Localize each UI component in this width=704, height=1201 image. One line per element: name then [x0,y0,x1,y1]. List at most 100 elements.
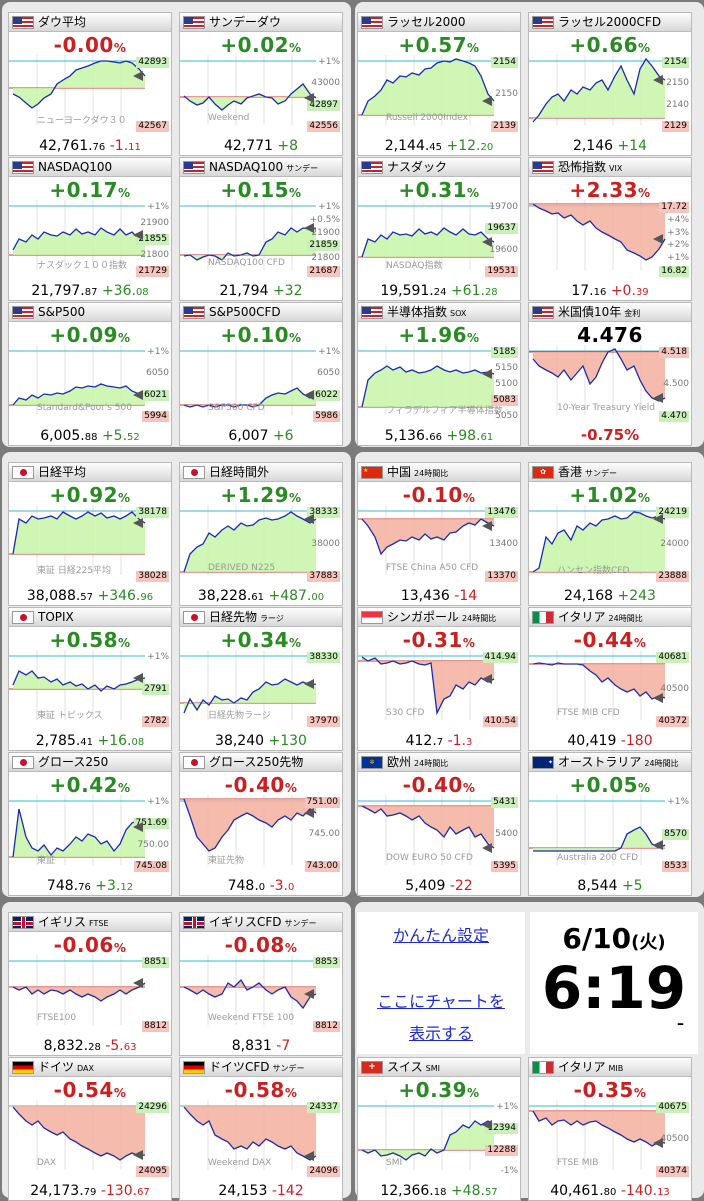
price-value: 6,007 [228,428,269,444]
price-row: 748.0 -3.0 [180,878,342,894]
chart-plot [180,345,317,415]
axis-label: 24337 [307,1102,340,1113]
chart-watermark: 10-Year Treasury Yield [557,403,655,413]
chart-watermark: DOW EURO 50 CFD [386,853,473,863]
axis-label: 40500 [660,1134,689,1144]
eu-flag-icon: ✲ [361,756,383,769]
market-card-germany-dax[interactable]: ドイツ DAX -0.54% DAX 24296 24095 24,173.79 -1… [8,1057,172,1201]
card-header: ✿ 香港 サンデー [529,463,691,482]
market-card-nasdaq[interactable]: ナスダック +0.31% NASDAQ指数 19700 19637 19600 1953… [357,157,521,301]
price-row: 24,168 +243 [529,588,691,604]
price-value: 5,409 [405,878,446,894]
market-card-topix[interactable]: TOPIX +0.58% 東証 トピックス +1% 2791 2782 2,785.4… [8,607,172,751]
chart-plot [358,345,495,415]
card-header: + スイス SMI [358,1058,520,1077]
market-card-china[interactable]: ★ 中国 24時間比 -0.10% FTSE China A50 CFD 13476… [357,462,521,606]
percent-change: -0.08% [224,933,298,957]
axis-label: 2782 [142,716,169,727]
card-header: 日経時間外 [180,463,342,482]
market-card-nikkei[interactable]: 日経平均 +0.92% 東証 日経225平均 38178 38028 38,088.… [8,462,172,606]
chart-plot [180,1100,317,1170]
axis-label: 21859 [307,240,340,251]
chart-plot [180,55,317,125]
price-value: 21,797.87 [31,283,98,299]
market-card-vix[interactable]: 恐怖指数 VIX +2.33% 17.72 +4% +3% +2% +1% 16.82 17… [528,157,692,301]
price-row: 12,366.18 +48.57 [358,1183,520,1199]
market-card-uk-ftse[interactable]: イギリス FTSE -0.06% FTSE100 8851 8812 8,832.28… [8,912,172,1056]
market-card-nikkei-futures[interactable]: 日経先物 ラージ +0.34% 日経先物ラージ 38330 37970 38,240 … [179,607,343,751]
us-flag-icon [532,161,554,174]
market-card-nasdaq100[interactable]: NASDAQ100 +0.17% ナスダック１００指数 +1% 21900 21855… [8,157,172,301]
axis-label: 24096 [307,1166,340,1177]
market-card-uk-cfd[interactable]: イギリスCFD サンデー -0.08% Weekend FTSE 100 8853 8… [179,912,343,1056]
axis-label: 19637 [485,223,518,234]
axis-label: 38178 [136,507,169,518]
market-card-italy-mib[interactable]: イタリア MIB -0.35% FTSE MIB 40675 40500 40374 4… [528,1057,692,1201]
market-card-sp500[interactable]: S&P500 +0.09% Standard&Poor's 500 +1% 6050… [8,302,172,446]
axis-label: 2129 [662,121,689,132]
change-value: +36.08 [101,283,149,299]
chart-watermark: 東証 日経225平均 [37,566,112,576]
us-flag-icon [183,306,205,319]
market-card-germany-cfd[interactable]: ドイツCFD サンデー -0.58% Weekend DAX 24337 24096 … [179,1057,343,1201]
axis-label: +1% [496,1102,518,1112]
price-row: 38,240 +130 [180,733,342,749]
change-value: +243 [617,588,656,604]
market-card-russell2000[interactable]: ラッセル2000 +0.57% Russell 2000Index 2154 215… [357,12,521,156]
market-card-australia[interactable]: ✦ オーストラリア 24時間比 +0.05% Australia 200 CFD +… [528,752,692,896]
axis-label: +3% [667,228,689,238]
price-value: 40,419 [567,733,617,749]
market-card-hongkong[interactable]: ✿ 香港 サンデー +1.02% ハンセン指数CFD 24219 24000 23888… [528,462,692,606]
change-value: +3.12 [95,878,134,894]
price-value: 2,785.41 [35,733,94,749]
market-card-sox[interactable]: 半導体指数 SOX +1.96% フィラデルフィア半導体指数 5185 5150 510… [357,302,521,446]
percent-change: +0.57% [398,33,480,57]
show-chart-link-1[interactable]: ここにチャートを [377,992,505,1011]
axis-label: 5986 [313,411,340,422]
show-chart-link-2[interactable]: 表示する [408,1024,473,1043]
axis-label: 23888 [656,571,689,582]
percent-change: +0.05% [569,773,651,797]
percent-change: +0.15% [220,178,302,202]
market-card-swiss-smi[interactable]: + スイス SMI +0.39% SMI +1% 12394 12288 -1% 12,3… [357,1057,521,1201]
chart-plot [529,345,666,415]
price-value: 24,168 [564,588,614,604]
market-card-singapore[interactable]: シンガポール 24時間比 -0.31% S30 CFD 414.94 410.54 4… [357,607,521,751]
card-header: 日経先物 ラージ [180,608,342,627]
current-price-marker-icon [133,1150,143,1160]
card-title: ナスダック [387,160,448,174]
current-price-marker-icon [304,223,314,233]
axis-label: 414.94 [482,652,518,663]
market-card-nikkei-after[interactable]: 日経時間外 +1.29% DERIVED N225 38333 38000 37883… [179,462,343,606]
price-value: 12,366.18 [380,1183,447,1199]
change-value: -22 [449,878,473,894]
market-card-dow[interactable]: ダウ平均 -0.00% ニューヨークダウ３０ 42893 42567 42,761.… [8,12,172,156]
card-header: イタリア 24時間比 [529,608,691,627]
market-card-sp500-cfd[interactable]: S&P500CFD +0.10% S&P500 CFD +1% 6050 6022 59… [179,302,343,446]
market-card-us10y[interactable]: 米国債10年 金利 4.476 10-Year Treasury Yield 4.5… [528,302,692,446]
market-card-growth250-futures[interactable]: グロース250先物 -0.40% 東証先物 751.00 745.00 743.00 … [179,752,343,896]
easy-settings-link[interactable]: かんたん設定 [392,926,489,945]
axis-label: 13476 [485,507,518,518]
market-card-dow-sunday[interactable]: サンデーダウ +0.02% Weekend +1% 43000 42897 42556 … [179,12,343,156]
market-card-nasdaq100-sunday[interactable]: NASDAQ100 サンデー +0.15% NASDAQ100 CFD +1% +0.… [179,157,343,301]
current-price-marker-icon [653,514,663,524]
axis-label: 12288 [485,1145,518,1156]
axis-label: 8851 [142,957,169,968]
axis-label: 42897 [307,100,340,111]
market-card-europe[interactable]: ✲ 欧州 24時間比 -0.40% DOW EURO 50 CFD 5431 5400… [357,752,521,896]
market-card-russell2000-cfd[interactable]: ラッセル2000CFD +0.66% 2154 2150 2140 2129 2,14… [528,12,692,156]
percent-change: -0.35% [573,1078,647,1102]
percent-change: -0.58% [224,1078,298,1102]
card-title: NASDAQ100 [38,160,113,174]
price-value: 38,228.61 [197,588,265,604]
card-title: 欧州 24時間比 [387,755,449,769]
market-card-italy[interactable]: イタリア 24時間比 -0.44% FTSE MIB CFD 40681 40500 4… [528,607,692,751]
current-price-marker-icon [482,96,492,106]
change-value: +12.20 [446,138,494,154]
card-header: グロース250 [9,753,171,772]
market-card-growth250[interactable]: グロース250 +0.42% 東証 +1% 751.69 750.00 745.08 7… [8,752,172,896]
card-title: ドイツCFD サンデー [209,1060,305,1074]
card-title: シンガポール 24時間比 [387,610,497,624]
axis-label: +1% [147,652,169,662]
